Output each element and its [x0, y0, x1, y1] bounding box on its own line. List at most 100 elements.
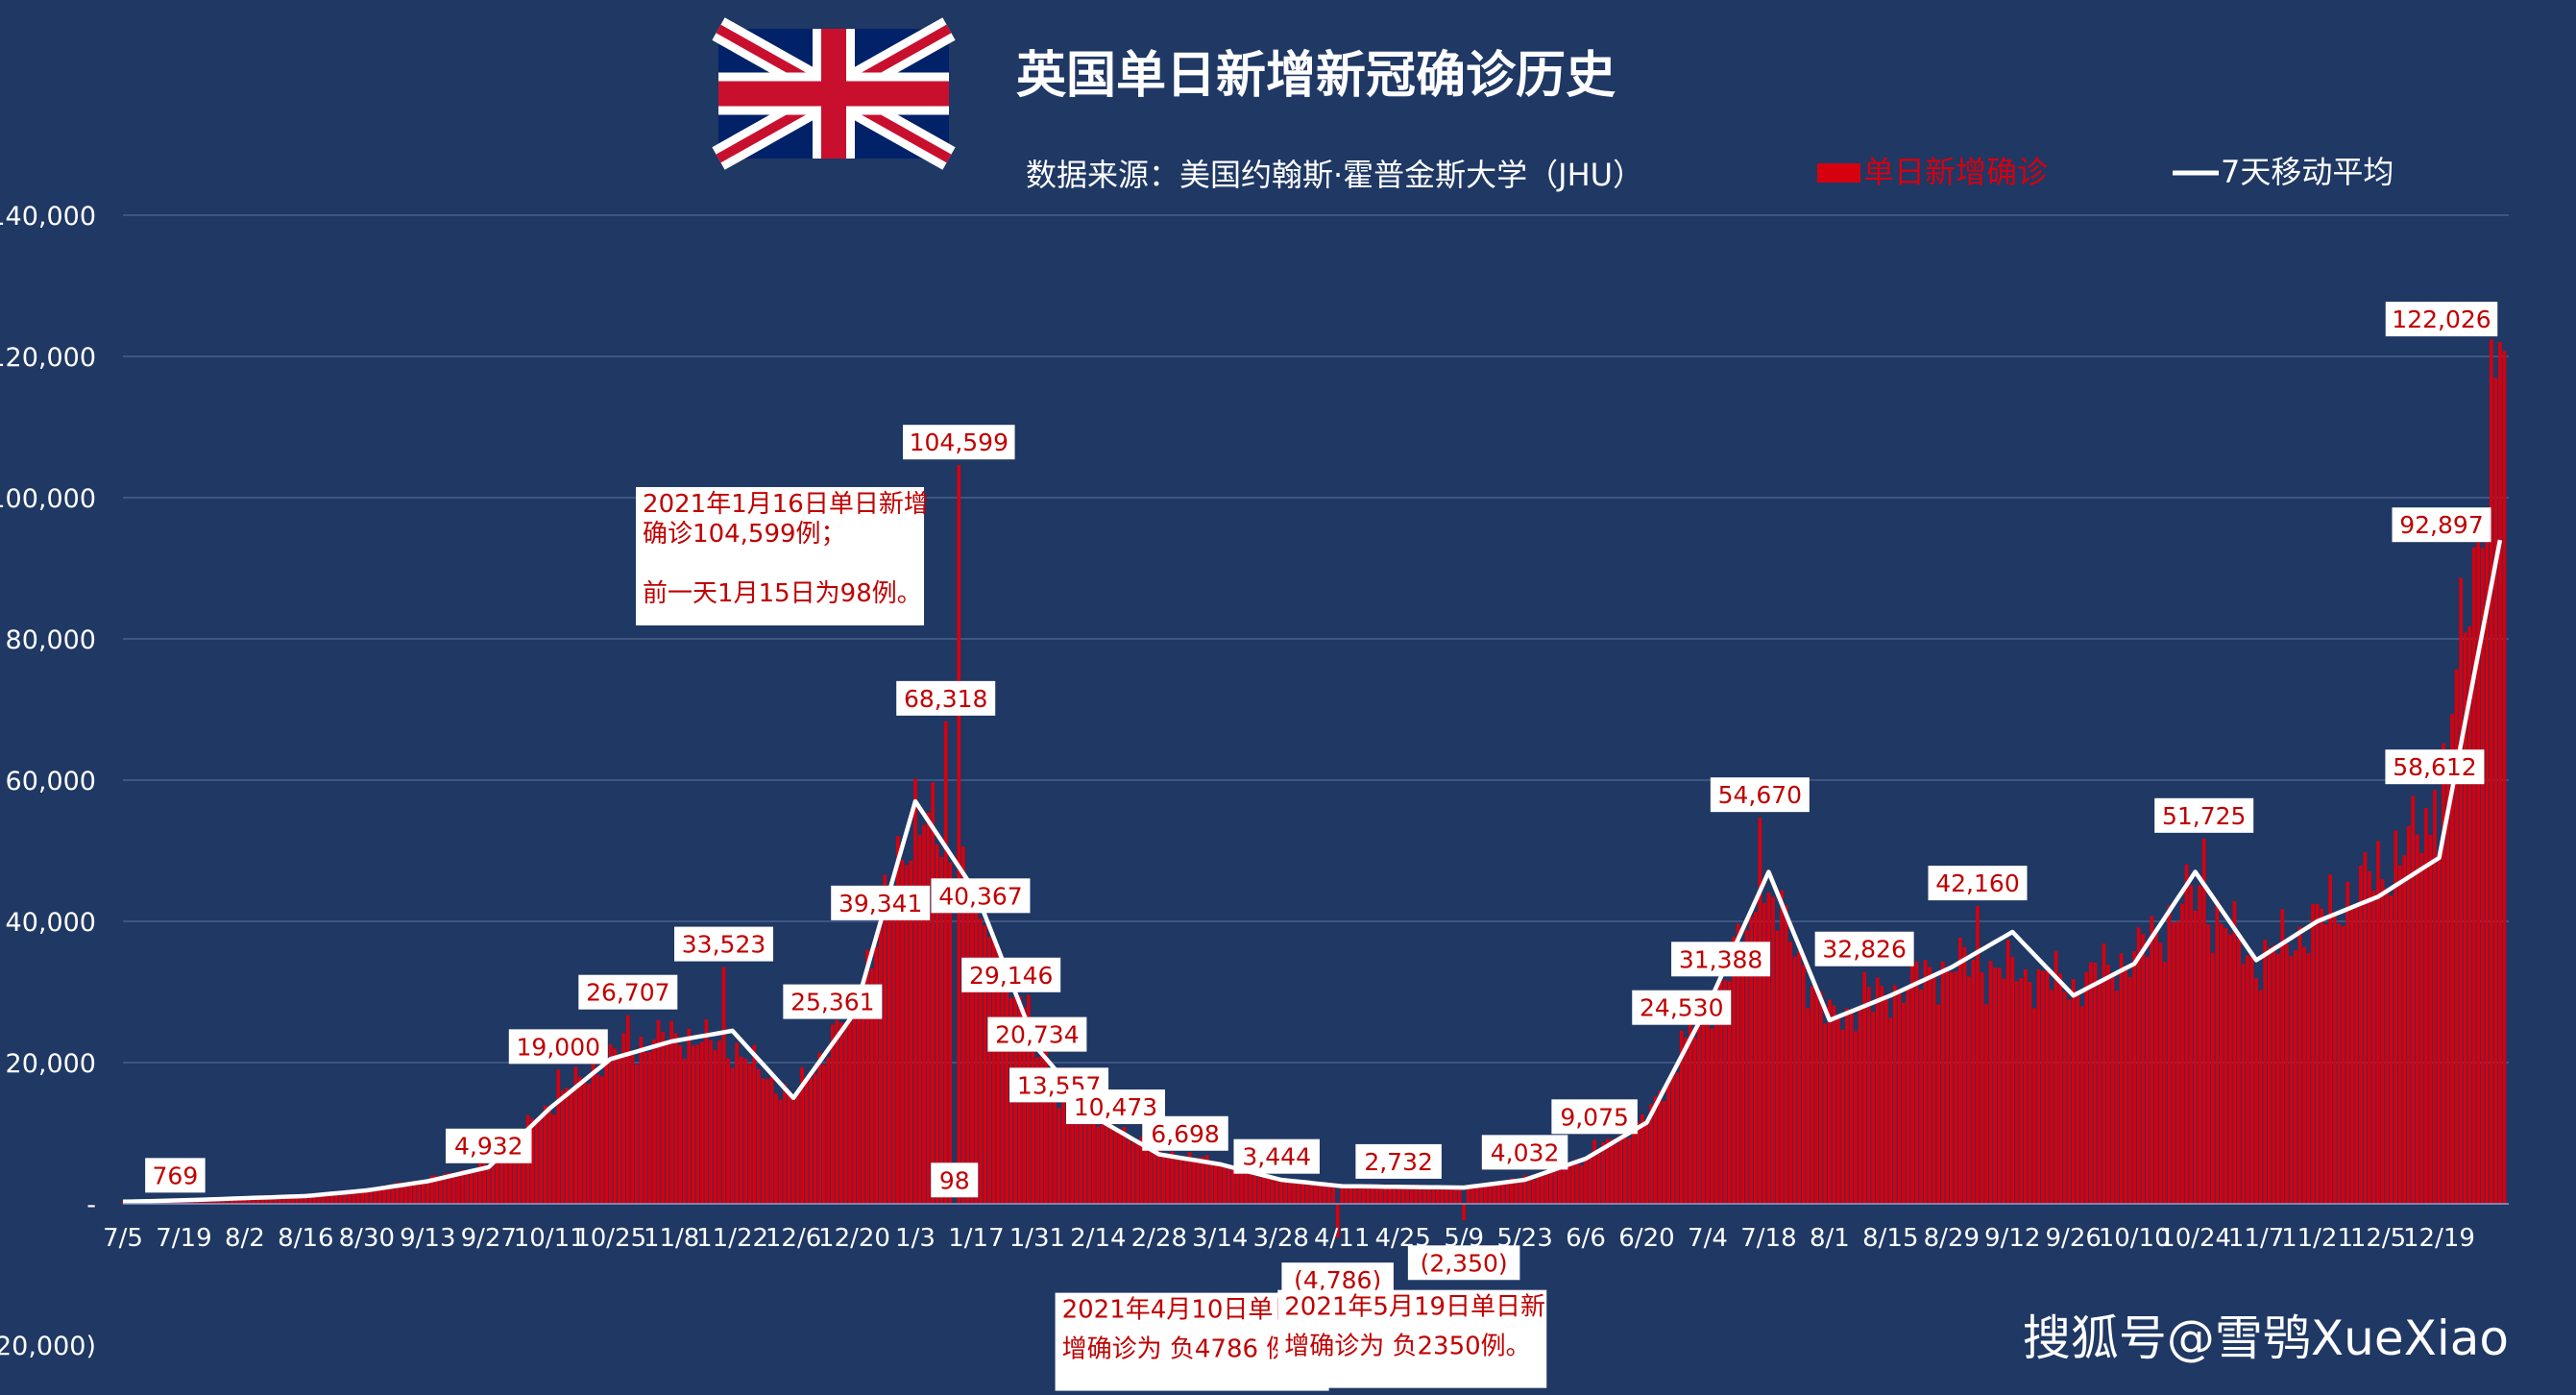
bar [1048, 1072, 1053, 1204]
bar [565, 1088, 570, 1204]
bar [1318, 1183, 1323, 1204]
bar [1801, 965, 1806, 1204]
bar [2320, 908, 2323, 1204]
bar [247, 1197, 252, 1204]
bar [2371, 891, 2376, 1204]
bar [1579, 1164, 1584, 1204]
bar [308, 1194, 312, 1204]
bar [2297, 926, 2302, 1204]
bar [804, 1080, 809, 1204]
bar [403, 1183, 408, 1204]
bar [2490, 339, 2493, 1204]
bar [948, 862, 953, 1204]
bar [700, 1041, 704, 1204]
bar [1622, 1132, 1627, 1204]
bar [974, 885, 979, 1204]
bar [682, 1059, 687, 1204]
bar [1470, 1185, 1475, 1204]
x-tick-label: 6/6 [1566, 1224, 1606, 1253]
bar [865, 949, 869, 1204]
bar [2127, 976, 2132, 1204]
bar [1183, 1156, 1187, 1204]
bar [1070, 1086, 1075, 1204]
data-label-box [903, 425, 1015, 460]
bar [1105, 1116, 1109, 1204]
bar [2019, 977, 2024, 1204]
bar [2450, 714, 2454, 1204]
bar [1562, 1164, 1567, 1204]
bar [2463, 632, 2467, 1204]
bar [312, 1194, 317, 1204]
bar [861, 997, 865, 1204]
data-label: 29,146 [961, 957, 1061, 992]
bar [2132, 951, 2137, 1204]
bar [1053, 1069, 1057, 1204]
bar [878, 925, 883, 1204]
chart-title: 英国单日新增新冠确诊历史 [1016, 47, 1616, 105]
bar [456, 1176, 460, 1204]
bar [1362, 1186, 1366, 1204]
bar [687, 1028, 692, 1204]
bar [726, 1058, 730, 1204]
bar [304, 1194, 308, 1204]
bar [1392, 1186, 1397, 1204]
bar [508, 1141, 513, 1204]
bar [1910, 963, 1914, 1204]
bar [1658, 1090, 1662, 1204]
bar [1283, 1178, 1288, 1204]
data-label-box [896, 680, 996, 716]
bar [1156, 1144, 1161, 1204]
bar [1323, 1186, 1326, 1204]
bar [255, 1196, 260, 1204]
bar [909, 860, 913, 1204]
bar [2184, 864, 2189, 1204]
x-tick-label: 9/13 [400, 1224, 455, 1253]
data-label-box [1710, 777, 1810, 813]
bar [2402, 855, 2407, 1204]
x-tick-label: 1/3 [895, 1224, 936, 1253]
bar [1331, 1183, 1335, 1204]
bar [752, 1044, 757, 1204]
bar [1771, 896, 1775, 1204]
data-label-box [1632, 990, 1732, 1025]
bar [1436, 1187, 1440, 1204]
data-label-box [931, 1162, 979, 1198]
bar [352, 1189, 356, 1204]
bar [1936, 1004, 1941, 1204]
bar [1431, 1185, 1436, 1204]
bar [1039, 1053, 1044, 1204]
bar [570, 1091, 573, 1204]
bar [613, 1048, 618, 1204]
bar [809, 1078, 814, 1204]
bar [1522, 1175, 1527, 1204]
bar [2172, 922, 2175, 1204]
data-label: 98 [931, 1162, 979, 1198]
bar [517, 1135, 522, 1204]
bar [1727, 981, 1732, 1204]
bar [630, 1053, 635, 1204]
bar [1740, 947, 1745, 1204]
bar [1266, 1177, 1270, 1204]
x-tick-label: 8/1 [1810, 1224, 1850, 1253]
bar [2175, 920, 2180, 1204]
data-label-text: 4,032 [1491, 1138, 1560, 1166]
bar [369, 1188, 374, 1204]
bar [883, 874, 887, 1204]
data-label-box [783, 984, 883, 1019]
bar [582, 1080, 587, 1204]
bar [513, 1138, 517, 1204]
bar [1127, 1139, 1130, 1204]
bar [2224, 927, 2228, 1204]
bar [1832, 1005, 1836, 1204]
bar [121, 1201, 125, 1204]
bar [821, 1065, 826, 1204]
annotation-text: 前一天1月15日为98例。 [643, 579, 922, 608]
bar [1531, 1180, 1536, 1204]
data-label-text: 42,160 [1935, 869, 2019, 897]
bar [2028, 982, 2032, 1204]
bar [2437, 855, 2442, 1204]
bar [2380, 879, 2385, 1204]
bar [1893, 985, 1897, 1204]
bar [1984, 1004, 1988, 1204]
bar [2058, 973, 2062, 1204]
